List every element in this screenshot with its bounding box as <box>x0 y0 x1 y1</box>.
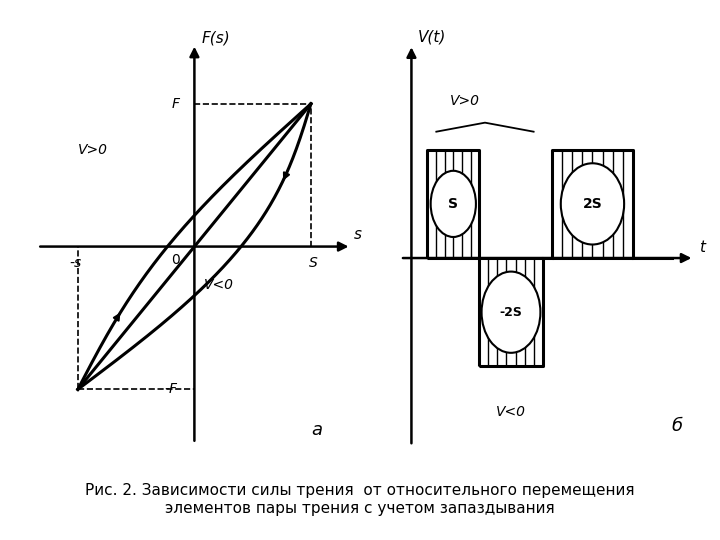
Ellipse shape <box>431 171 476 237</box>
Text: 0: 0 <box>171 253 180 267</box>
Text: -s: -s <box>69 255 81 269</box>
Text: F: F <box>171 97 180 111</box>
Text: V<0: V<0 <box>204 279 234 292</box>
Text: 2S: 2S <box>582 197 603 211</box>
Text: t: t <box>699 240 705 255</box>
Text: V<0: V<0 <box>496 405 526 419</box>
Ellipse shape <box>561 163 624 245</box>
Text: а: а <box>311 421 322 439</box>
Text: -F: -F <box>164 382 177 396</box>
Text: F(s): F(s) <box>202 30 230 45</box>
Ellipse shape <box>482 272 541 353</box>
Text: б: б <box>672 417 683 435</box>
Text: -2S: -2S <box>500 306 523 319</box>
Text: Рис. 2. Зависимости силы трения  от относительного перемещения
элементов пары тр: Рис. 2. Зависимости силы трения от относ… <box>85 483 635 516</box>
Text: V>0: V>0 <box>449 93 480 107</box>
Text: s: s <box>354 227 362 242</box>
Text: S: S <box>309 255 318 269</box>
Text: V>0: V>0 <box>78 143 108 157</box>
Text: S: S <box>449 197 459 211</box>
Text: V(t): V(t) <box>418 29 446 44</box>
